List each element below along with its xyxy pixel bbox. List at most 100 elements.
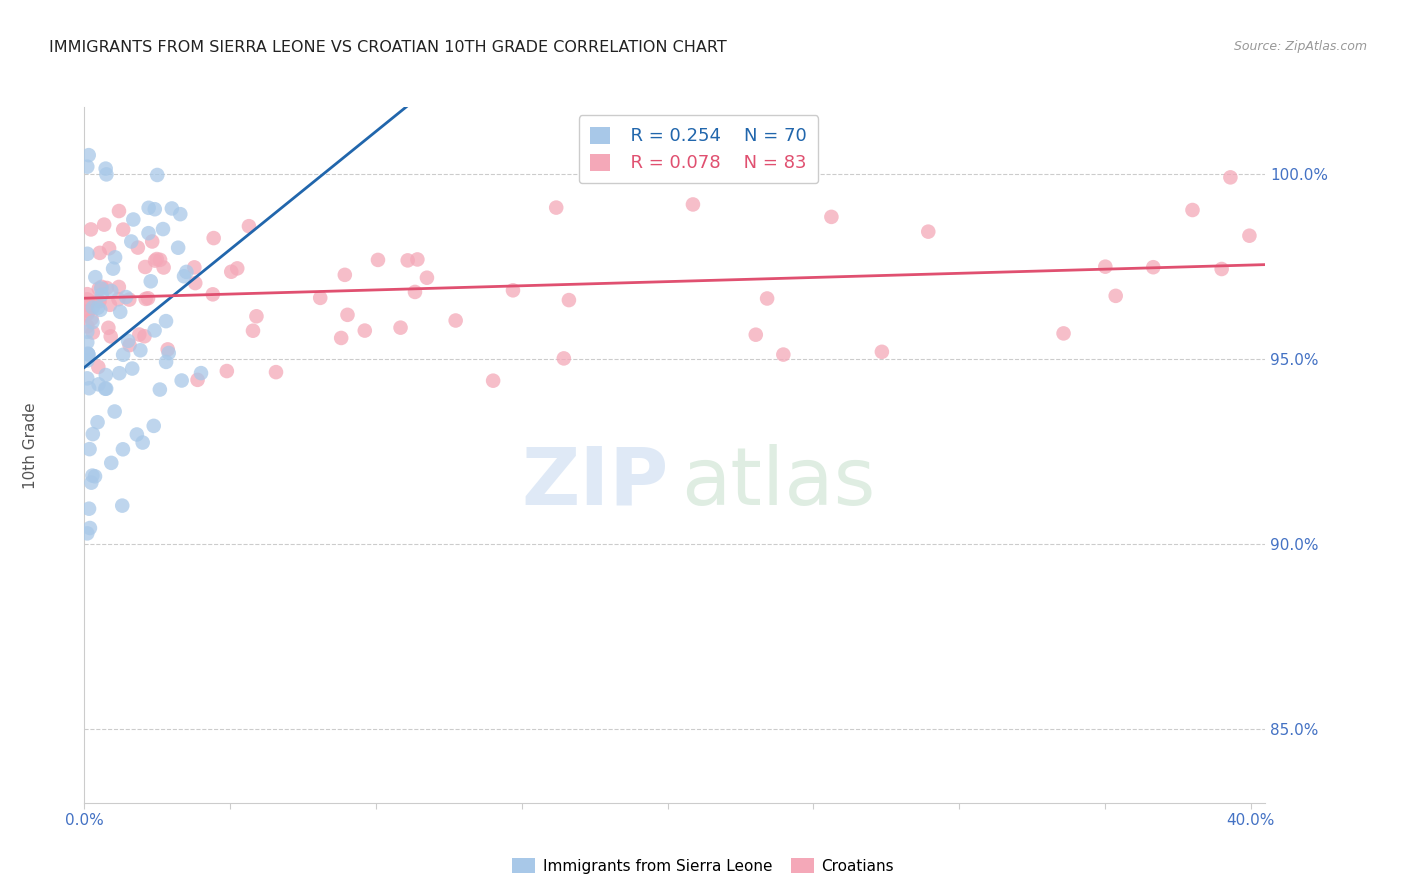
Point [149, 252, 172, 267]
Point [76, 335, 98, 350]
Point [1052, 326, 1074, 341]
Point [367, 252, 389, 267]
Point [94, 382, 117, 396]
Point [82, 315, 104, 329]
Point [77, 501, 100, 516]
Point [353, 324, 375, 338]
Point [125, 427, 148, 442]
Point [108, 280, 131, 294]
Point [118, 338, 141, 352]
Point [80, 222, 103, 236]
Point [76, 353, 98, 368]
Point [264, 365, 287, 379]
Point [155, 314, 177, 328]
Point [143, 202, 166, 217]
Point [77, 148, 100, 162]
Point [76, 307, 98, 321]
Point [756, 292, 779, 306]
Point [89, 294, 111, 309]
Point [141, 235, 163, 249]
Point [226, 261, 249, 276]
Point [558, 293, 581, 307]
Point [444, 313, 467, 327]
Point [86, 415, 108, 429]
Point [1094, 260, 1116, 274]
Point [1181, 202, 1204, 217]
Point [135, 292, 157, 306]
Point [80, 475, 103, 490]
Point [820, 210, 842, 224]
Point [82, 301, 104, 315]
Point [76, 287, 98, 301]
Point [118, 293, 141, 307]
Point [917, 225, 939, 239]
Point [184, 276, 207, 290]
Point [82, 326, 104, 340]
Point [84, 270, 107, 285]
Point [76, 293, 98, 307]
Point [76, 247, 98, 261]
Point [1142, 260, 1164, 275]
Point [76, 526, 98, 541]
Point [330, 331, 353, 345]
Point [122, 212, 145, 227]
Point [134, 260, 156, 274]
Point [77, 347, 100, 361]
Point [93, 218, 115, 232]
Point [396, 253, 419, 268]
Point [145, 252, 167, 266]
Point [90, 287, 112, 301]
Point [143, 253, 166, 268]
Point [108, 366, 131, 380]
Point [553, 351, 575, 366]
Point [101, 261, 124, 276]
Point [100, 456, 122, 470]
Point [201, 287, 224, 301]
Point [96, 281, 118, 295]
Point [110, 305, 132, 319]
Point [87, 359, 110, 374]
Point [108, 204, 131, 219]
Point [333, 268, 356, 282]
Point [482, 374, 505, 388]
Point [156, 343, 179, 357]
Point [190, 366, 212, 380]
Point [76, 325, 98, 339]
Point [89, 302, 111, 317]
Point [219, 265, 242, 279]
Point [96, 382, 118, 396]
Point [94, 161, 117, 176]
Point [112, 222, 135, 236]
Point [160, 202, 183, 216]
Text: ZIP: ZIP [522, 443, 669, 522]
Point [136, 291, 159, 305]
Point [104, 250, 127, 264]
Point [100, 329, 122, 343]
Point [76, 319, 98, 334]
Point [183, 260, 205, 275]
Point [121, 361, 143, 376]
Point [97, 321, 120, 335]
Point [79, 442, 101, 456]
Point [167, 241, 190, 255]
Point [112, 348, 135, 362]
Point [80, 311, 103, 326]
Point [76, 346, 98, 360]
Point [90, 281, 112, 295]
Point [404, 285, 426, 299]
Point [82, 427, 104, 442]
Point [87, 301, 110, 315]
Point [76, 371, 98, 385]
Point [129, 343, 152, 358]
Text: atlas: atlas [681, 443, 875, 522]
Point [152, 222, 174, 236]
Point [77, 347, 100, 361]
Point [120, 235, 142, 249]
Point [169, 207, 191, 221]
Point [86, 294, 108, 309]
Point [215, 364, 238, 378]
Legend: Immigrants from Sierra Leone, Croatians: Immigrants from Sierra Leone, Croatians [506, 852, 900, 880]
Point [1239, 228, 1261, 243]
Point [76, 298, 98, 312]
Point [152, 260, 174, 275]
